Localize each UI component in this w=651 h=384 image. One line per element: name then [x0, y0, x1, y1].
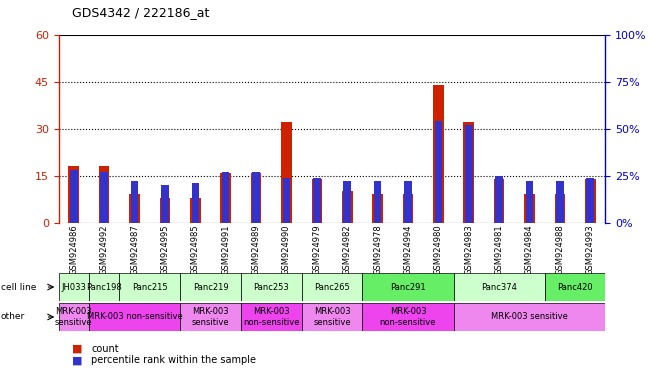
Text: percentile rank within the sample: percentile rank within the sample: [91, 355, 256, 365]
Bar: [70, 170, 77, 223]
Bar: [180, 273, 241, 301]
Bar: [404, 181, 412, 223]
Bar: [222, 172, 229, 223]
Text: Panc420: Panc420: [557, 283, 593, 291]
Bar: [241, 273, 301, 301]
Bar: [545, 273, 605, 301]
Bar: [454, 303, 605, 331]
Bar: [374, 181, 381, 223]
Bar: [495, 176, 503, 223]
Bar: [59, 303, 89, 331]
Text: Panc198: Panc198: [87, 283, 122, 291]
Text: Panc253: Panc253: [253, 283, 289, 291]
Text: MRK-003
non-sensitive: MRK-003 non-sensitive: [380, 307, 436, 327]
Bar: [251, 172, 262, 223]
Bar: [313, 177, 320, 223]
Bar: [180, 303, 241, 331]
Bar: [585, 179, 596, 223]
Bar: [252, 172, 260, 223]
Text: count: count: [91, 344, 118, 354]
Bar: [342, 191, 353, 223]
Text: Panc219: Panc219: [193, 283, 229, 291]
Text: MRK-003 non-sensitive: MRK-003 non-sensitive: [87, 313, 182, 321]
Bar: [524, 195, 535, 223]
Bar: [556, 181, 564, 223]
Bar: [587, 177, 594, 223]
Bar: [372, 195, 383, 223]
Bar: [454, 273, 545, 301]
Bar: [190, 198, 201, 223]
Bar: [129, 195, 140, 223]
Bar: [281, 122, 292, 223]
Text: ■: ■: [72, 355, 82, 365]
Bar: [241, 303, 301, 331]
Bar: [312, 179, 322, 223]
Text: ■: ■: [72, 344, 82, 354]
Bar: [89, 303, 180, 331]
Text: MRK-003
sensitive: MRK-003 sensitive: [191, 307, 229, 327]
Text: Panc291: Panc291: [390, 283, 426, 291]
Bar: [220, 172, 231, 223]
Text: JH033: JH033: [61, 283, 86, 291]
Bar: [59, 273, 89, 301]
Bar: [493, 179, 505, 223]
Text: MRK-003
sensitive: MRK-003 sensitive: [313, 307, 351, 327]
Bar: [131, 181, 139, 223]
Bar: [119, 273, 180, 301]
Bar: [402, 195, 413, 223]
Bar: [159, 198, 171, 223]
Text: other: other: [1, 313, 25, 321]
Text: MRK-003 sensitive: MRK-003 sensitive: [491, 313, 568, 321]
Bar: [526, 181, 533, 223]
Bar: [465, 125, 473, 223]
Text: cell line: cell line: [1, 283, 36, 291]
Text: Panc265: Panc265: [314, 283, 350, 291]
Bar: [464, 122, 474, 223]
Bar: [89, 273, 119, 301]
Bar: [344, 181, 351, 223]
Bar: [433, 85, 444, 223]
Bar: [191, 183, 199, 223]
Bar: [363, 303, 454, 331]
Bar: [301, 273, 363, 301]
Text: GDS4342 / 222186_at: GDS4342 / 222186_at: [72, 6, 209, 19]
Bar: [363, 273, 454, 301]
Bar: [100, 172, 108, 223]
Bar: [283, 177, 290, 223]
Text: Panc215: Panc215: [132, 283, 167, 291]
Bar: [161, 185, 169, 223]
Text: MRK-003
non-sensitive: MRK-003 non-sensitive: [243, 307, 299, 327]
Bar: [435, 121, 442, 223]
Bar: [68, 166, 79, 223]
Text: MRK-003
sensitive: MRK-003 sensitive: [55, 307, 92, 327]
Bar: [555, 195, 565, 223]
Bar: [301, 303, 363, 331]
Text: Panc374: Panc374: [481, 283, 517, 291]
Bar: [99, 166, 109, 223]
